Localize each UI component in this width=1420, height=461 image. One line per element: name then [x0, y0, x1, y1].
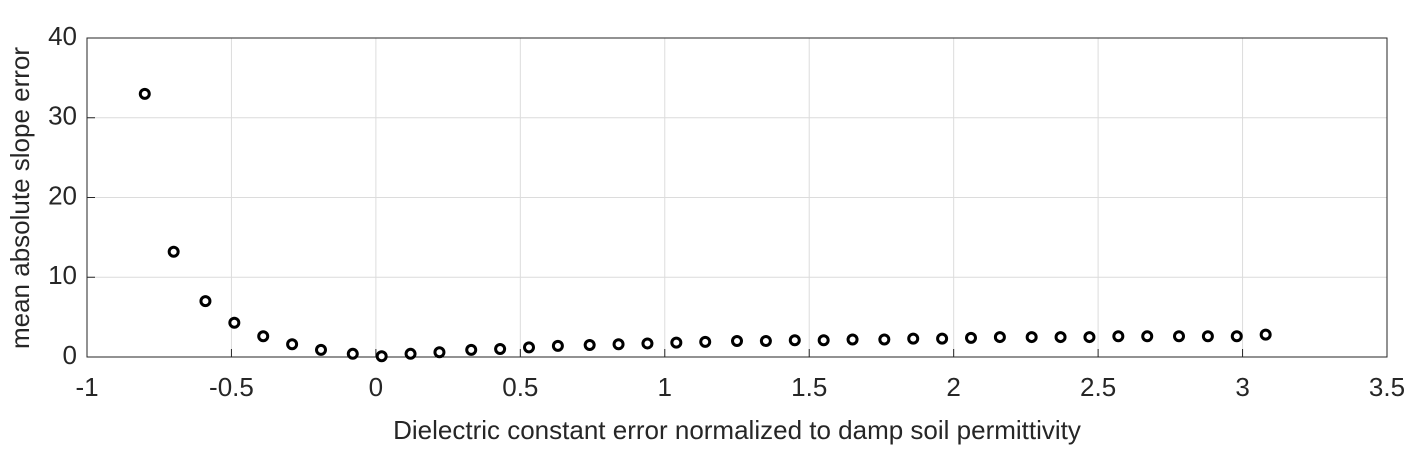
point — [907, 332, 920, 345]
x-tick-label: 0 — [369, 372, 383, 402]
point — [138, 87, 151, 100]
x-tick-label: -1 — [75, 372, 98, 402]
point — [878, 333, 891, 346]
point — [286, 338, 299, 351]
point — [1259, 328, 1272, 341]
y-tick-label: 40 — [48, 21, 77, 51]
point — [612, 338, 625, 351]
point — [167, 245, 180, 258]
point — [699, 335, 712, 348]
point — [1141, 330, 1154, 343]
point — [1173, 330, 1185, 343]
point — [465, 343, 478, 356]
point — [788, 334, 801, 347]
point — [993, 331, 1006, 344]
point — [199, 295, 212, 308]
y-tick-label: 10 — [48, 260, 77, 290]
point — [965, 331, 977, 344]
y-tick-label: 30 — [48, 101, 77, 131]
point — [375, 350, 388, 363]
point — [1054, 331, 1067, 344]
point — [670, 336, 683, 349]
point — [494, 343, 507, 356]
x-tick-label: 0.5 — [502, 372, 538, 402]
point — [846, 333, 859, 346]
point — [1230, 330, 1243, 343]
point — [228, 316, 241, 329]
point — [1112, 330, 1125, 343]
point — [523, 341, 535, 354]
point — [641, 337, 654, 350]
x-tick-label: 3.5 — [1369, 372, 1405, 402]
point — [759, 335, 772, 348]
point — [404, 347, 417, 360]
x-axis-label: Dielectric constant error normalized to … — [393, 415, 1081, 445]
plot-frame — [86, 37, 1388, 358]
point — [817, 334, 830, 347]
point — [1201, 330, 1214, 343]
point — [583, 339, 596, 352]
x-tick-label: 1.5 — [791, 372, 827, 402]
x-tick-label: 2 — [946, 372, 960, 402]
y-axis-label: mean absolute slope error — [5, 47, 35, 349]
point — [551, 339, 564, 352]
point — [315, 343, 327, 356]
x-tick-label: 2.5 — [1080, 372, 1116, 402]
x-tick-label: 1 — [658, 372, 672, 402]
x-tick-label: 3 — [1235, 372, 1249, 402]
x-tick-label: -0.5 — [209, 372, 254, 402]
point — [433, 346, 446, 359]
point — [346, 347, 359, 360]
point — [936, 332, 949, 345]
point — [257, 330, 270, 343]
point — [1025, 331, 1038, 344]
y-tick-label: 20 — [48, 180, 77, 210]
y-tick-label: 0 — [63, 340, 77, 370]
point — [1083, 331, 1096, 344]
point — [731, 335, 743, 348]
